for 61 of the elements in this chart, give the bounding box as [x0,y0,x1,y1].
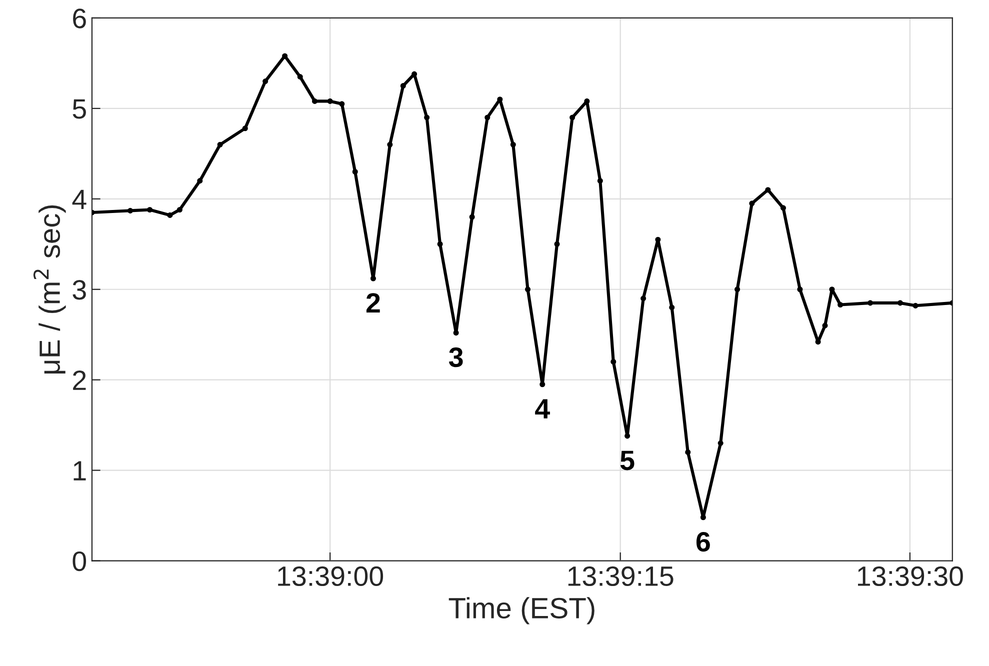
point [734,286,740,292]
x-tick-label: 13:39:15 [568,566,674,586]
point [370,276,376,282]
point [242,126,248,132]
point [822,322,828,328]
y-tick-label: 0 [72,551,86,572]
annotation: 3 [448,347,463,368]
point [510,142,516,148]
annotation: 4 [535,399,550,418]
annotation: 5 [620,450,634,470]
point [640,296,646,302]
point [912,302,918,308]
point [400,83,406,89]
point [700,514,706,520]
x-tick-label: 13:39:30 [858,566,963,586]
point [262,78,268,84]
point [897,300,903,306]
point [167,212,173,218]
point [197,178,203,184]
point [624,433,630,439]
point [339,101,345,107]
annotation: 6 [696,532,710,552]
point [554,241,560,247]
y-tick-label: 6 [73,8,86,28]
point [610,358,616,365]
point [217,142,223,148]
y-tick-label: 2 [73,370,86,390]
point [352,168,358,175]
point [597,178,603,184]
point [484,114,490,120]
point [570,114,576,120]
point [312,98,318,104]
annotation: 2 [366,293,380,313]
point [146,206,153,213]
point [524,286,531,292]
point [176,206,182,213]
y-axis-title: μE / (m$^{2}$ sec) [33,205,66,374]
point [749,200,755,206]
point [780,205,786,211]
y-tick-label: 4 [72,190,86,209]
point [437,241,443,247]
point [540,382,546,388]
point [584,98,590,104]
point [327,98,333,104]
point [297,74,303,80]
point [718,440,724,446]
point [469,214,475,220]
point [655,236,661,242]
point [685,449,691,455]
y-tick-label: 5 [72,99,86,119]
x-tick-label: 13:39:00 [278,566,384,586]
point [669,304,675,310]
point [797,286,803,292]
point [453,330,459,336]
point [387,142,393,148]
point [838,302,844,308]
y-tick-label: 3 [72,280,86,300]
point [765,187,771,193]
y-tick-label: 1 [74,461,86,480]
point [424,114,430,120]
x-axis-title: Time (EST) [448,597,594,624]
